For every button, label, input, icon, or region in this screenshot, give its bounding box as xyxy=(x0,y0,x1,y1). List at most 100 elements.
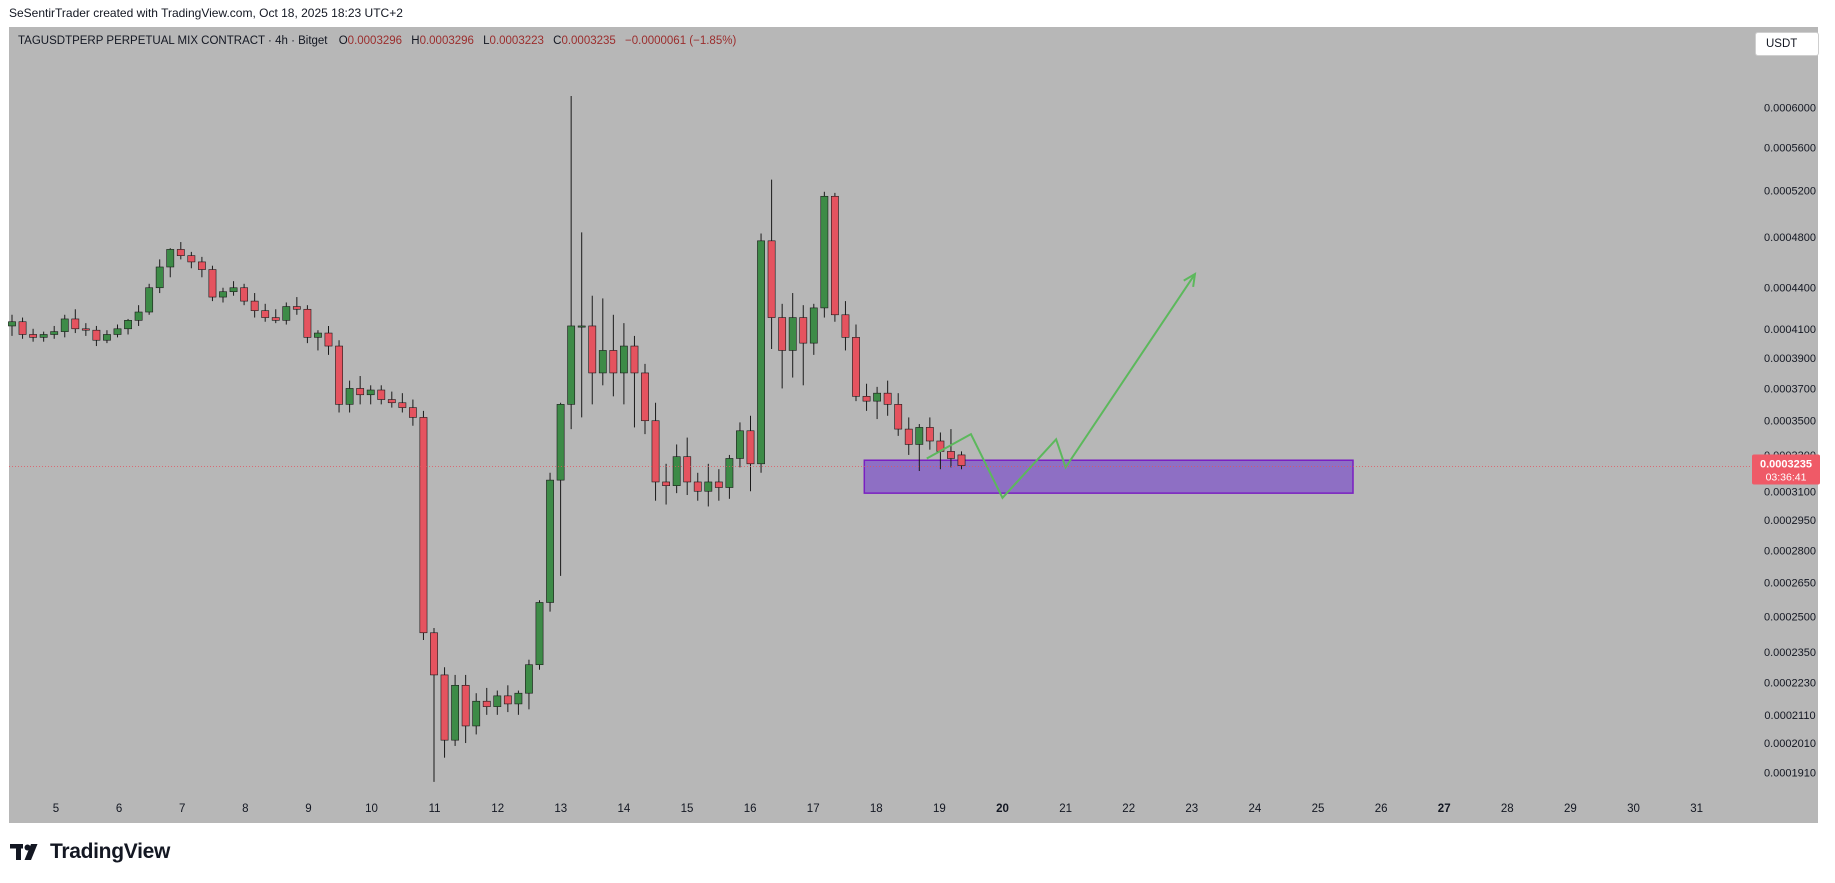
candle[interactable] xyxy=(852,324,860,402)
candle[interactable] xyxy=(419,410,428,640)
candle[interactable] xyxy=(736,422,744,468)
candle[interactable] xyxy=(651,402,660,501)
candle[interactable] xyxy=(619,323,628,405)
candle[interactable] xyxy=(630,335,639,428)
candle[interactable] xyxy=(366,385,375,405)
candle[interactable] xyxy=(134,305,143,326)
time-tick-label: 24 xyxy=(1249,803,1262,815)
candle[interactable] xyxy=(641,363,649,435)
candle[interactable] xyxy=(503,685,512,713)
candle[interactable] xyxy=(767,179,776,349)
candle[interactable] xyxy=(514,690,523,715)
candle[interactable] xyxy=(71,309,80,334)
candle[interactable] xyxy=(957,451,966,470)
candle[interactable] xyxy=(535,600,544,670)
candle[interactable] xyxy=(461,674,470,744)
candle[interactable] xyxy=(430,628,438,782)
candle[interactable] xyxy=(493,690,502,715)
candle[interactable] xyxy=(50,325,59,339)
candle[interactable] xyxy=(29,328,37,342)
candle[interactable] xyxy=(229,281,238,296)
candle[interactable] xyxy=(60,314,69,338)
candle[interactable] xyxy=(282,302,291,325)
candle[interactable] xyxy=(356,376,365,405)
candle[interactable] xyxy=(947,429,955,468)
candle[interactable] xyxy=(8,314,16,336)
candle[interactable] xyxy=(894,393,903,436)
price-tick-label: 0.0002500 xyxy=(1764,611,1816,623)
demand-zone[interactable] xyxy=(863,459,1354,494)
candle[interactable] xyxy=(451,674,459,746)
candle[interactable] xyxy=(904,417,913,455)
candle[interactable] xyxy=(883,380,892,416)
candle[interactable] xyxy=(292,297,301,315)
candle[interactable] xyxy=(324,325,333,355)
candle[interactable] xyxy=(166,248,175,278)
candle-body xyxy=(377,389,386,400)
candle[interactable] xyxy=(408,399,417,426)
candle[interactable] xyxy=(820,191,829,318)
candle[interactable] xyxy=(757,233,765,473)
candle-body xyxy=(609,350,618,374)
candle[interactable] xyxy=(39,331,48,342)
candle[interactable] xyxy=(198,256,206,278)
projection-path[interactable] xyxy=(926,273,1196,500)
candle[interactable] xyxy=(387,391,396,408)
candle[interactable] xyxy=(240,283,248,306)
candle[interactable] xyxy=(113,324,122,338)
candle[interactable] xyxy=(145,283,154,315)
candle[interactable] xyxy=(377,385,386,405)
candle[interactable] xyxy=(345,380,354,413)
candle[interactable] xyxy=(482,687,491,715)
candle[interactable] xyxy=(250,293,259,318)
candle[interactable] xyxy=(830,192,839,322)
candle[interactable] xyxy=(862,383,871,411)
candle[interactable] xyxy=(925,417,934,450)
candle[interactable] xyxy=(335,340,343,413)
candle[interactable] xyxy=(662,463,670,505)
candle[interactable] xyxy=(18,317,27,339)
candle[interactable] xyxy=(525,659,533,710)
candle[interactable] xyxy=(261,303,270,322)
candle[interactable] xyxy=(567,95,576,430)
candle[interactable] xyxy=(725,454,734,499)
candle-body xyxy=(440,674,449,741)
candle[interactable] xyxy=(103,330,111,344)
candle[interactable] xyxy=(577,232,586,418)
candle[interactable] xyxy=(778,303,787,389)
candle[interactable] xyxy=(915,424,924,471)
candle[interactable] xyxy=(303,305,312,344)
candle[interactable] xyxy=(187,251,196,269)
candle[interactable] xyxy=(219,287,227,303)
candle[interactable] xyxy=(672,444,681,494)
candle[interactable] xyxy=(92,325,101,347)
candle[interactable] xyxy=(556,402,565,576)
candle[interactable] xyxy=(788,293,797,378)
candle[interactable] xyxy=(155,259,164,294)
candle[interactable] xyxy=(799,305,808,386)
candle[interactable] xyxy=(124,318,132,335)
candle[interactable] xyxy=(746,415,755,492)
candle[interactable] xyxy=(598,298,607,386)
price-tick-label: 0.0002350 xyxy=(1764,647,1816,659)
candle[interactable] xyxy=(314,330,322,351)
candle[interactable] xyxy=(208,265,217,302)
currency-button[interactable]: USDT xyxy=(1755,32,1819,56)
candle[interactable] xyxy=(472,693,481,735)
candle[interactable] xyxy=(609,314,618,397)
candle[interactable] xyxy=(873,386,881,420)
candle[interactable] xyxy=(809,303,818,355)
candle[interactable] xyxy=(588,295,597,405)
candle[interactable] xyxy=(81,323,90,336)
candle[interactable] xyxy=(440,667,449,758)
candle[interactable] xyxy=(398,393,407,413)
candle[interactable] xyxy=(693,472,702,501)
candle[interactable] xyxy=(714,469,723,501)
candle[interactable] xyxy=(841,301,850,351)
candle[interactable] xyxy=(271,309,280,324)
candle[interactable] xyxy=(176,242,185,260)
candle[interactable] xyxy=(704,463,713,507)
candle-body xyxy=(81,328,90,331)
candle[interactable] xyxy=(546,472,554,612)
